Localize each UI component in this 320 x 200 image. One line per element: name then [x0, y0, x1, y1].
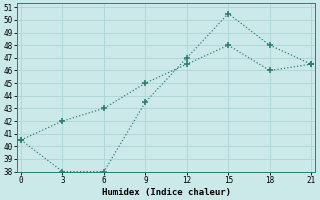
- X-axis label: Humidex (Indice chaleur): Humidex (Indice chaleur): [102, 188, 231, 197]
